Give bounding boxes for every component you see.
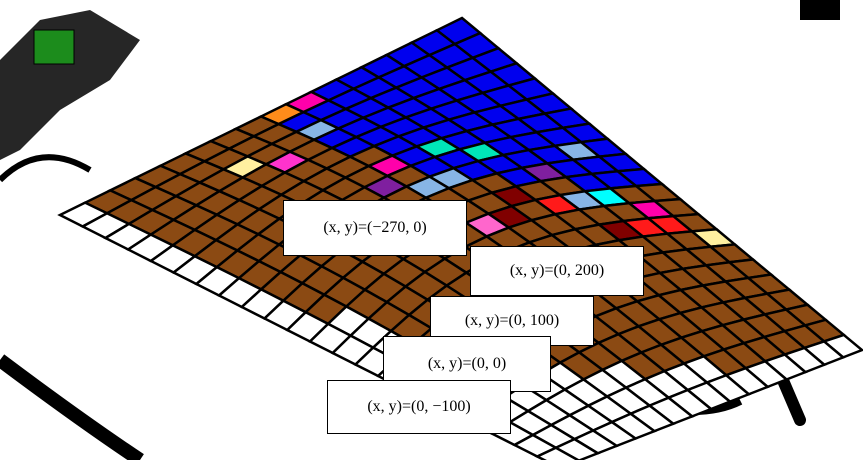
coordinate-label: (x, y)=(0, 200) (470, 246, 644, 296)
coordinate-label: (x, y)=(−270, 0) (283, 200, 467, 256)
debris (800, 0, 840, 20)
page: (x, y)=(−270, 0)(x, y)=(0, 200) (x, y)=(0… (0, 0, 863, 460)
coordinate-label: (x, y)=(0, −100) (327, 380, 511, 434)
green-object (34, 30, 74, 64)
